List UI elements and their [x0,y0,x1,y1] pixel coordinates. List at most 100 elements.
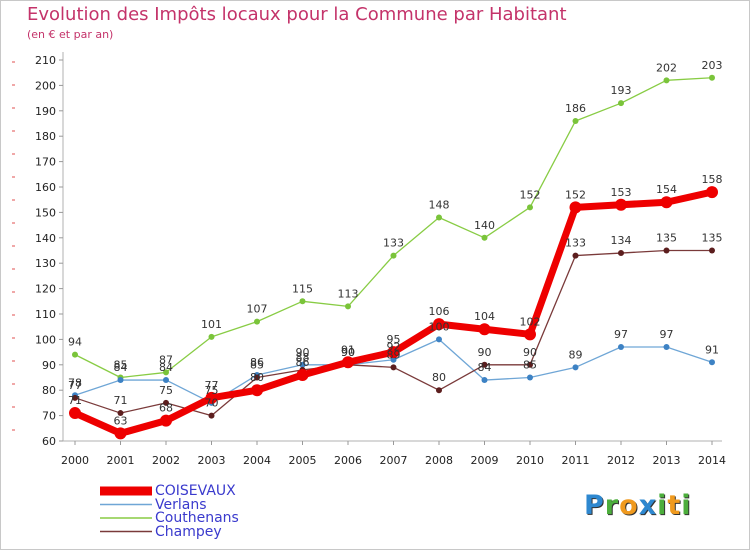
data-label-champey: 134 [611,234,632,247]
data-point-champey [436,387,442,394]
data-label-couthenans: 85 [114,359,128,372]
data-point-couthenans [436,214,442,221]
y-tick-label: 90 [42,359,56,372]
logo-letter: t [667,490,682,521]
y-tick-label: 100 [35,333,56,346]
data-label-couthenans: 148 [429,198,450,211]
data-label-couthenans: 94 [68,336,82,349]
data-point-coisevaux [160,414,172,427]
data-label-verlans: 91 [705,343,719,356]
data-point-couthenans [390,252,397,259]
data-point-couthenans [572,117,579,124]
y-tick-label: 150 [35,206,56,219]
legend-swatches [100,486,152,533]
x-tick-label: 2000 [61,454,89,467]
x-tick-label: 2008 [425,454,453,467]
data-point-champey [117,410,124,417]
data-label-verlans: 90 [341,346,355,359]
y-tick-label: 60 [42,435,56,448]
data-point-verlans [481,377,488,384]
data-label-champey: 133 [565,237,586,250]
data-label-coisevaux: 91 [341,343,355,356]
chart-axes: 60 70 80 90 100 110 120 130 140 150 160 170 180 190 20… [12,52,726,467]
data-label-verlans: 92 [387,341,401,354]
data-label-champey: 90 [523,346,537,359]
data-label-champey: 90 [478,346,492,359]
legend-label-champey: Champey [155,523,222,540]
data-label-couthenans: 113 [338,287,359,300]
data-label-verlans: 97 [614,328,628,341]
data-label-champey: 135 [656,232,677,245]
data-point-coisevaux [478,323,491,336]
data-label-champey: 80 [432,371,446,384]
data-point-couthenans [527,204,533,211]
y-tick-label: 130 [35,257,56,270]
data-label-champey: 90 [341,346,355,359]
y-tick-label: 160 [35,181,56,194]
data-label-coisevaux: 106 [429,305,450,318]
y-tick-label: 200 [35,79,56,92]
data-point-verlans [618,344,624,351]
logo-letter: i [657,490,668,521]
data-label-coisevaux: 102 [520,315,541,328]
data-label-verlans: 78 [68,376,82,389]
y-tick-label: 180 [35,130,56,143]
data-label-couthenans: 115 [292,282,313,295]
data-label-verlans: 89 [569,348,583,361]
data-label-couthenans: 152 [520,188,541,201]
x-tick-label: 2009 [471,454,499,467]
y-tick-label: 120 [35,283,56,296]
data-label-couthenans: 203 [702,59,723,72]
data-label-champey: 75 [159,384,173,397]
data-point-couthenans [663,77,670,84]
y-tick-label: 170 [35,156,56,169]
data-label-coisevaux: 71 [68,394,82,407]
data-label-champey: 85 [250,359,264,372]
x-tick-label: 2002 [152,454,180,467]
data-label-champey: 70 [205,397,219,410]
proxiti-logo: Proxiti [584,490,692,521]
data-label-verlans: 84 [159,361,173,374]
y-tick-label: 210 [35,54,56,67]
data-point-champey [527,361,533,368]
x-tick-label: 2010 [516,454,544,467]
data-label-verlans: 84 [478,361,492,374]
data-point-couthenans [345,303,351,310]
data-point-coisevaux [342,356,354,369]
data-point-champey [254,374,260,381]
data-point-coisevaux [615,198,627,211]
logo-letter: x [638,490,658,521]
x-tick-label: 2012 [607,454,635,467]
data-point-coisevaux [387,346,400,359]
data-point-verlans [527,374,533,381]
data-point-verlans [436,336,442,343]
data-point-verlans [117,377,124,384]
data-point-verlans [163,377,169,384]
data-label-coisevaux: 153 [611,186,632,199]
y-tick-label: 80 [42,384,56,397]
data-point-couthenans [163,369,169,376]
data-point-champey [72,394,78,401]
x-tick-label: 2006 [334,454,362,467]
data-label-coisevaux: 77 [205,379,219,392]
data-label-coisevaux: 80 [250,371,264,384]
data-point-verlans [299,361,306,368]
data-label-coisevaux: 68 [159,402,173,415]
data-point-champey [709,247,715,254]
chart-title: Evolution des Impôts locaux pour la Comm… [27,4,567,25]
data-point-coisevaux [205,391,218,404]
data-point-coisevaux [114,427,127,440]
data-label-verlans: 97 [660,328,674,341]
data-point-coisevaux [296,368,309,381]
data-label-coisevaux: 63 [114,414,128,427]
legend-label-verlans: Verlans [155,496,207,513]
data-label-couthenans: 202 [656,61,677,74]
data-point-couthenans [299,298,306,305]
x-tick-label: 2005 [289,454,317,467]
legend-label-coisevaux: COISEVAUX [155,483,236,499]
data-point-champey [481,361,488,368]
y-tick-label: 70 [42,410,56,423]
data-label-verlans: 86 [250,356,264,369]
data-point-champey [572,252,579,259]
